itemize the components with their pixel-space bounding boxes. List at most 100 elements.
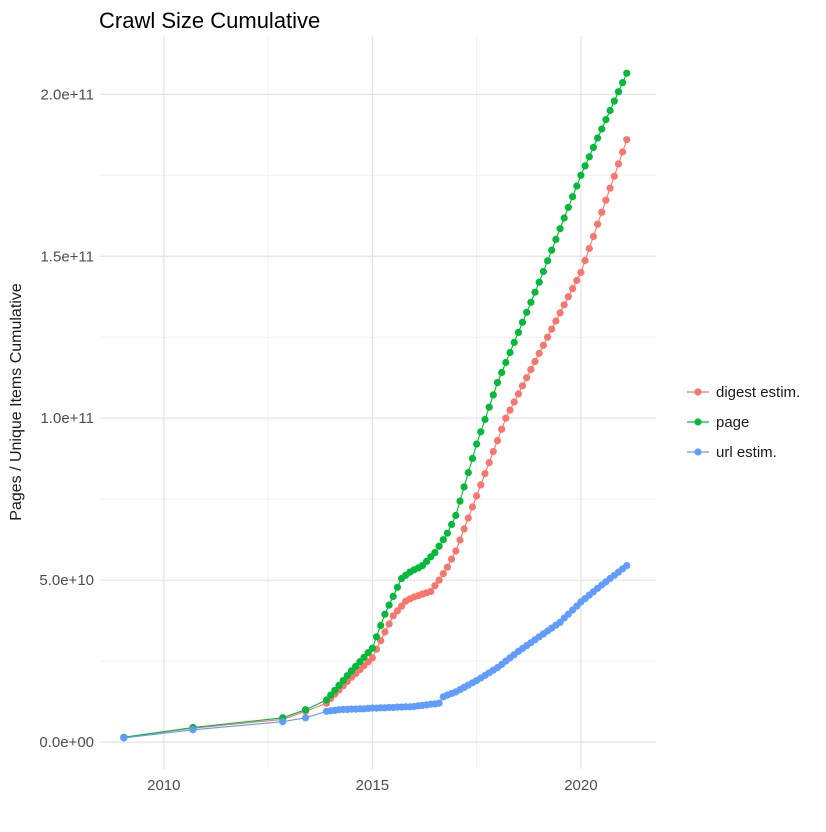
data-point <box>581 256 589 265</box>
data-point <box>485 459 493 467</box>
data-point <box>619 79 627 87</box>
data-point <box>339 677 347 685</box>
data-point <box>548 246 556 254</box>
data-point <box>606 184 614 192</box>
data-point <box>322 696 331 704</box>
minor-gridlines <box>100 36 656 769</box>
series-digest-estim <box>120 136 631 741</box>
data-point <box>389 592 397 601</box>
data-point <box>523 374 531 382</box>
data-point <box>560 214 568 222</box>
data-point <box>372 633 381 641</box>
data-point <box>443 563 451 571</box>
data-point <box>577 268 585 277</box>
legend-item: digest estim. <box>687 384 800 401</box>
data-point <box>527 366 535 374</box>
data-point <box>377 621 385 630</box>
data-point <box>464 514 472 522</box>
data-point <box>619 148 627 156</box>
data-point <box>539 267 548 276</box>
legend-label: url estim. <box>716 444 777 461</box>
legend-item: url estim. <box>687 444 777 461</box>
data-point <box>368 654 376 662</box>
data-point <box>510 338 518 346</box>
data-point <box>556 225 564 233</box>
data-point <box>120 734 128 742</box>
data-point <box>448 555 456 563</box>
legend-label: page <box>716 414 749 431</box>
data-point <box>398 602 406 610</box>
data-point <box>452 511 460 519</box>
data-point <box>602 196 610 204</box>
data-point <box>498 425 506 433</box>
data-point <box>502 414 510 422</box>
data-point <box>552 317 560 325</box>
data-point <box>518 318 527 326</box>
data-point <box>393 583 401 591</box>
legend-item: page <box>687 414 749 431</box>
data-point <box>518 382 527 390</box>
data-point <box>423 557 431 566</box>
data-point <box>493 437 502 445</box>
data-point <box>189 726 197 734</box>
data-point <box>477 428 485 436</box>
data-point <box>460 483 468 491</box>
data-point <box>560 301 568 309</box>
data-point <box>427 587 435 596</box>
data-point <box>381 610 389 618</box>
data-point <box>527 298 535 306</box>
data-point <box>506 348 514 357</box>
data-point <box>614 88 623 96</box>
data-point <box>389 612 397 620</box>
data-point <box>335 681 343 690</box>
legend-key-dot <box>694 448 702 456</box>
data-point <box>514 328 523 336</box>
data-point <box>606 106 614 115</box>
legend-key-dot <box>694 388 702 396</box>
data-point <box>598 208 606 216</box>
data-point <box>569 193 577 201</box>
legend-label: digest estim. <box>716 384 800 401</box>
data-point <box>514 390 523 398</box>
data-point <box>481 470 489 478</box>
data-point <box>535 349 543 357</box>
data-point <box>506 406 514 414</box>
y-tick-label: 1.5e+11 <box>40 248 94 265</box>
x-tick-label: 2010 <box>147 777 180 794</box>
data-point <box>614 160 623 168</box>
data-point <box>573 182 581 190</box>
data-point <box>556 309 564 317</box>
chart-title: Crawl Size Cumulative <box>99 8 320 33</box>
data-point <box>368 644 376 652</box>
data-point <box>544 257 552 265</box>
data-point <box>452 547 460 555</box>
data-point <box>279 718 287 726</box>
data-point <box>485 403 493 411</box>
data-point <box>585 244 593 253</box>
data-point <box>381 628 389 636</box>
axis-tick-labels: 0.0e+00 5.0e+10 1.0e+11 1.5e+11 2.0e+11 2010 2… <box>39 86 597 794</box>
data-point <box>498 368 506 377</box>
data-point <box>623 136 631 144</box>
data-point <box>489 448 497 456</box>
data-point <box>468 503 477 511</box>
y-tick-label: 1.0e+11 <box>40 410 94 427</box>
series-url-estim <box>120 562 631 742</box>
x-tick-label: 2020 <box>564 777 597 794</box>
series-page <box>120 69 631 741</box>
data-point <box>589 143 598 151</box>
data-point <box>623 562 631 570</box>
y-tick-label: 0.0e+00 <box>39 734 94 751</box>
data-point <box>493 379 502 387</box>
data-point <box>360 653 368 661</box>
data-point <box>343 672 351 680</box>
data-point <box>489 391 497 399</box>
data-point <box>431 582 439 590</box>
data-point <box>477 481 485 489</box>
data-point <box>473 492 481 500</box>
x-tick-label: 2015 <box>356 777 389 794</box>
data-point <box>460 525 468 533</box>
data-point <box>610 97 618 105</box>
data-point <box>448 520 456 529</box>
data-point <box>456 536 464 544</box>
